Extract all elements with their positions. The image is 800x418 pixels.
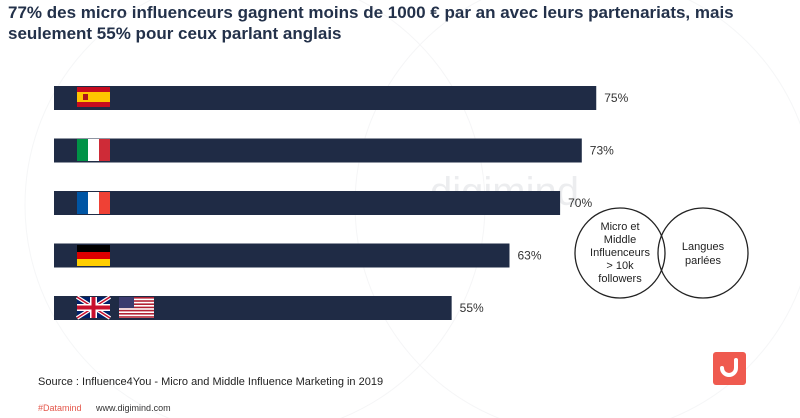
chart-title-line-1: 77% des micro influenceurs gagnent moins… (8, 3, 734, 22)
bar-3 (54, 191, 561, 215)
footer-website: www.digimind.com (96, 403, 171, 413)
flags-group (75, 87, 154, 320)
source-note: Source : Influence4You - Micro and Middl… (38, 376, 384, 388)
value-label-3: 70% (568, 196, 592, 210)
venn-circle-right (657, 207, 749, 299)
digimind-logo-icon (713, 352, 746, 385)
bar-5 (54, 296, 452, 320)
flag-italy (77, 139, 110, 161)
chart-title: 77% des micro influenceurs gagnent moins… (8, 2, 793, 44)
flag-france (77, 192, 110, 214)
value-label-1: 75% (604, 91, 628, 105)
venn-diagram: Micro et Middle Influenceurs > 10k follo… (574, 207, 749, 299)
venn-left-line-3: Influenceurs (590, 247, 650, 259)
chart-title-line-2: seulement 55% pour ceux parlant anglais (8, 24, 342, 43)
venn-left-line-2: Middle (604, 234, 636, 246)
footer: #Datamind www.digimind.com (38, 403, 171, 413)
bars-group (54, 86, 597, 320)
venn-circle-left (574, 207, 666, 299)
bar-1 (54, 86, 597, 110)
value-label-5: 55% (460, 301, 484, 315)
flag-spain (77, 87, 110, 107)
venn-right-line-1: Langues (682, 241, 725, 253)
venn-left-line-1: Micro et (600, 221, 639, 233)
footer-hashtag: #Datamind (38, 403, 82, 413)
venn-right-line-2: parlées (685, 255, 722, 267)
bar-4 (54, 243, 510, 268)
venn-left-line-4: > 10k (606, 260, 634, 272)
flag-germany (77, 245, 110, 266)
value-label-2: 73% (590, 144, 614, 158)
venn-left-line-5: followers (598, 273, 642, 285)
value-label-4: 63% (517, 249, 541, 263)
bar-2 (54, 138, 582, 163)
flag-uk (75, 295, 112, 320)
value-labels-group: 75% 73% 70% 63% 55% (460, 91, 629, 315)
logo-glyph (720, 358, 738, 377)
flag-usa (119, 297, 154, 318)
